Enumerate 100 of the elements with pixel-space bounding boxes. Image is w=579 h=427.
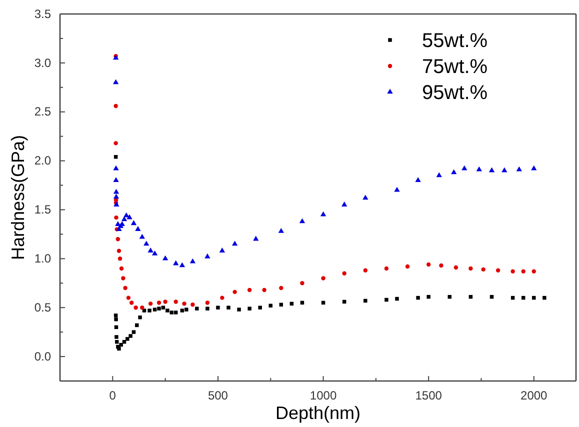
point <box>384 266 389 271</box>
point <box>130 220 137 226</box>
point <box>126 337 130 341</box>
point <box>114 215 118 220</box>
point <box>341 202 348 206</box>
point <box>121 216 128 222</box>
point <box>531 165 537 170</box>
point <box>114 155 118 159</box>
legend-label: 55wt.% <box>422 30 488 52</box>
point <box>439 263 444 268</box>
point <box>113 165 119 170</box>
point <box>116 248 122 253</box>
point <box>226 306 230 310</box>
point <box>510 269 515 274</box>
point <box>152 250 158 256</box>
x-axis-title: Depth(nm) <box>275 403 361 423</box>
point <box>454 265 458 270</box>
point <box>279 286 284 290</box>
point <box>114 141 118 146</box>
point <box>184 308 188 312</box>
point <box>232 290 237 294</box>
point <box>148 308 152 312</box>
point <box>172 260 179 266</box>
point <box>232 240 238 246</box>
point <box>394 186 400 192</box>
point <box>363 268 368 273</box>
point <box>163 300 168 304</box>
legend-label: 75wt.% <box>422 56 488 78</box>
point <box>253 236 259 241</box>
point <box>488 167 495 172</box>
point <box>128 334 132 338</box>
point <box>320 211 326 216</box>
point <box>113 188 120 194</box>
point <box>166 308 170 312</box>
point <box>405 264 410 269</box>
point <box>262 288 266 292</box>
point <box>481 267 486 272</box>
point <box>114 317 118 322</box>
point <box>321 276 326 280</box>
point <box>342 271 346 276</box>
point <box>174 300 178 304</box>
point <box>174 310 178 314</box>
point <box>170 310 174 314</box>
point <box>247 288 252 292</box>
point <box>126 214 132 220</box>
point <box>416 296 420 300</box>
point <box>114 104 118 108</box>
point <box>195 306 199 310</box>
point <box>219 248 226 252</box>
point <box>134 305 138 310</box>
point <box>496 268 500 273</box>
point <box>123 286 128 290</box>
point <box>268 304 272 308</box>
point <box>436 172 442 178</box>
y-tick-label: 1.0 <box>34 252 52 266</box>
point <box>521 269 526 274</box>
point <box>426 262 431 267</box>
point <box>114 314 118 318</box>
y-tick-label: 3.0 <box>34 56 52 70</box>
point <box>118 256 122 261</box>
y-axis-title: Hardness(GPa) <box>8 134 28 260</box>
point <box>156 300 162 305</box>
y-tick-label: 0.0 <box>34 349 52 364</box>
point <box>148 248 154 252</box>
y-tick-label: 2.5 <box>34 104 52 119</box>
point <box>216 306 220 310</box>
point <box>462 165 468 170</box>
point <box>395 296 399 301</box>
point <box>542 296 546 300</box>
point <box>179 262 185 268</box>
point <box>237 308 241 312</box>
point <box>142 308 146 312</box>
point <box>190 302 195 307</box>
point <box>121 276 126 280</box>
point <box>119 266 124 271</box>
point <box>204 253 210 258</box>
x-tick-label: 1500 <box>415 388 442 403</box>
x-tick-label: 0 <box>109 388 116 403</box>
point <box>384 298 388 302</box>
point <box>206 306 210 310</box>
point <box>300 281 304 286</box>
point <box>161 306 166 310</box>
point <box>119 342 123 347</box>
point <box>135 226 141 231</box>
point <box>132 330 136 334</box>
y-tick-label: 2.0 <box>34 154 52 168</box>
point <box>152 308 157 312</box>
point <box>113 194 120 199</box>
legend-label: 95wt.% <box>422 82 488 104</box>
point <box>139 234 145 239</box>
point <box>426 294 430 299</box>
x-tick-label: 500 <box>208 388 228 403</box>
point <box>451 169 457 174</box>
point <box>364 298 368 303</box>
point <box>116 236 120 242</box>
point <box>362 194 368 200</box>
point <box>532 269 536 274</box>
point <box>140 305 144 310</box>
point <box>138 316 142 320</box>
point <box>129 300 134 305</box>
